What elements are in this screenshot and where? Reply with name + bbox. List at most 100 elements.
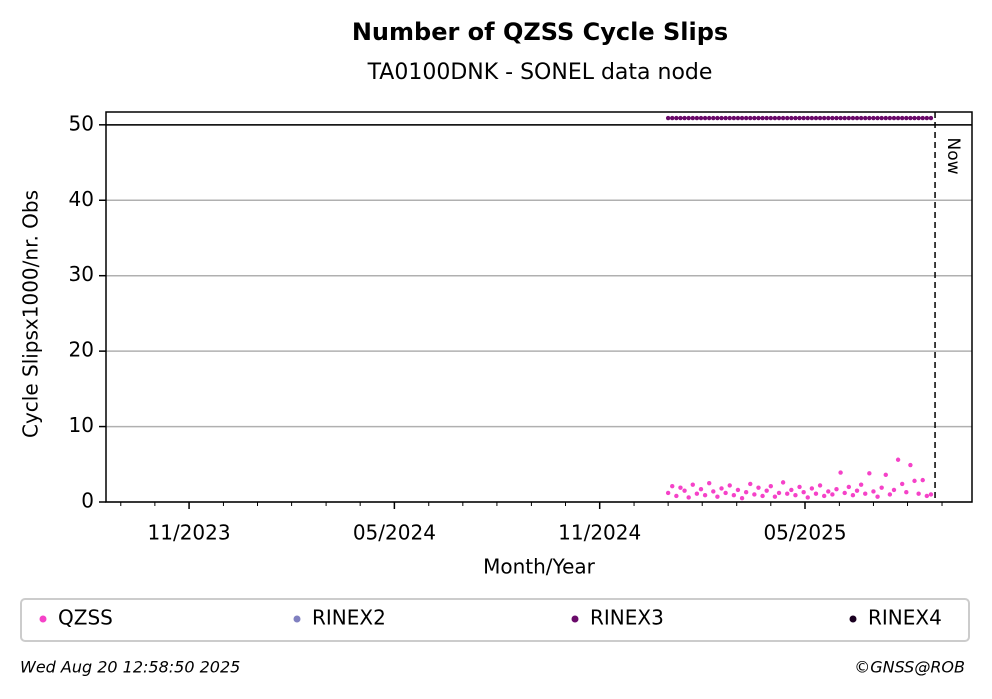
point [756,485,761,490]
point [764,488,769,493]
point [702,115,708,121]
point [768,115,773,121]
point [674,493,679,499]
point [780,480,786,485]
point [764,115,769,121]
x-axis-label: Month/Year [483,555,596,579]
point [768,483,773,489]
point [846,484,852,490]
point [690,115,695,121]
point [821,115,827,121]
point [887,115,893,121]
legend-marker [293,615,301,623]
point [899,115,905,121]
point [809,115,815,121]
point [817,115,823,121]
point [682,115,687,121]
point [920,477,925,483]
point [817,483,823,488]
point [665,115,671,121]
point [826,115,831,121]
point [711,115,716,121]
point [793,493,798,498]
point [793,115,798,121]
point [682,488,687,493]
point [780,115,786,121]
point [891,487,897,493]
point [842,490,847,496]
point [928,115,934,121]
point [924,493,930,499]
legend-marker [571,615,579,623]
point [809,486,815,491]
point [899,481,905,487]
point [908,115,913,121]
plot-frame [105,111,973,503]
point [719,486,724,491]
point [838,115,843,121]
point [698,115,704,121]
point [863,491,868,496]
point [711,489,716,494]
point [731,115,737,121]
point [842,115,847,121]
point [867,471,872,476]
point [789,115,794,121]
point [727,115,732,121]
point [723,115,728,121]
y-tick-label: 0 [81,489,94,513]
point [715,494,720,499]
point [686,115,691,121]
point [702,493,708,498]
point [871,489,876,494]
point [830,492,835,497]
legend-label: QZSS [58,606,113,630]
point [772,115,778,121]
point [908,462,913,468]
point [739,115,745,121]
point [871,115,876,121]
point [826,489,831,494]
chart-title: Number of QZSS Cycle Slips [352,18,728,46]
y-tick-label: 30 [69,262,94,286]
point [887,492,893,497]
point [797,115,802,121]
point [879,485,884,490]
point [883,115,888,121]
point [805,495,810,500]
point [748,115,753,121]
point [797,484,802,490]
point [665,490,671,496]
y-tick-label: 10 [69,413,94,437]
point [743,115,749,121]
point [723,490,728,496]
point [785,491,790,496]
point [719,115,724,121]
point [805,115,810,121]
y-axis-label: Cycle Slipsx1000/nr. Obs [19,190,43,438]
point [715,115,720,121]
point [776,490,782,496]
point [850,115,856,121]
point [834,486,839,492]
point [895,457,901,462]
point [735,487,741,493]
legend-box [20,598,970,642]
point [694,115,700,121]
point [789,487,794,493]
point [895,115,901,121]
point [670,483,675,489]
point [686,495,691,500]
point [858,115,864,121]
x-tick-label: 11/2023 [148,521,231,545]
point [891,115,897,121]
legend-marker [39,615,47,623]
chart-subtitle: TA0100DNK - SONEL data node [367,60,713,85]
footer-right: ©GNSS@ROB [854,658,965,677]
point [785,115,790,121]
point [748,481,753,487]
point [834,115,839,121]
point [916,491,921,496]
point [743,489,749,495]
